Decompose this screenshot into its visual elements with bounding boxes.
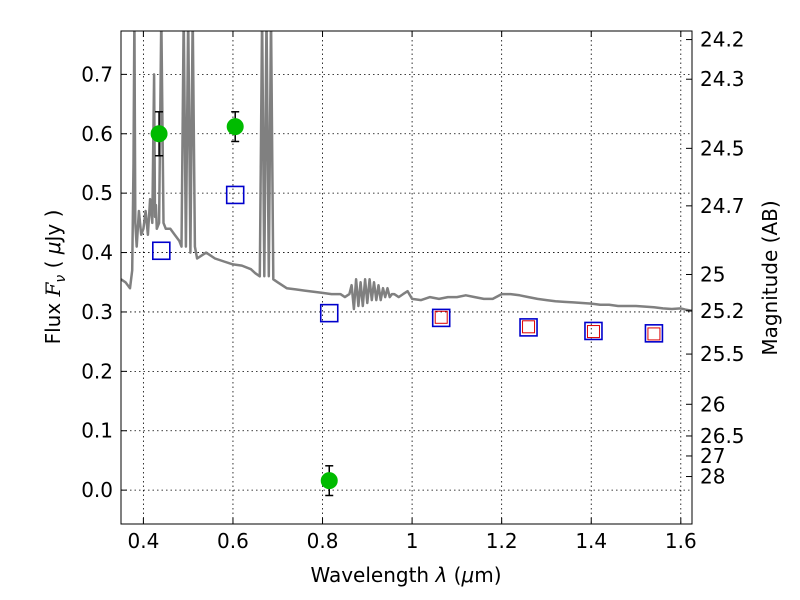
y-tick-label: 0.5 (81, 181, 113, 205)
y2-tick-label: 26 (700, 392, 725, 416)
spectrum-line (121, 31, 692, 313)
x-tick-label: 0.8 (307, 529, 339, 553)
x-tick-label: 1.2 (486, 529, 518, 553)
ticks: 0.4 0.6 0.8 1 1.2 1.4 1.6 0.0 0.1 0.2 0.3 0.4 0.5 0.6… (81, 28, 744, 553)
y-tick-label: 0.7 (81, 62, 113, 86)
model-square (584, 321, 603, 341)
y-tick-label: 0.4 (81, 241, 113, 265)
model-square (644, 324, 664, 343)
y2-tick-label: 25.5 (700, 342, 745, 366)
model-square-small (586, 325, 600, 339)
y2-tick-label: 24.5 (700, 136, 745, 160)
model-square (431, 308, 451, 328)
model-square (519, 318, 538, 337)
series-1 (150, 111, 338, 497)
x-axis-label: Wavelength λ (μm) (310, 563, 501, 587)
model-square-small (434, 310, 448, 324)
y2-tick-label: 26.5 (700, 424, 745, 448)
y2-tick-label: 27 (700, 444, 725, 468)
y-tick-label: 0.6 (81, 122, 113, 146)
y-tick-label: 0.0 (81, 478, 113, 502)
series-2 (152, 185, 664, 343)
x-tick-label: 1 (406, 529, 419, 553)
right-axis-label: Magnitude (AB) (758, 200, 782, 355)
y2-tick-label: 25 (700, 262, 725, 286)
grid (121, 31, 692, 524)
y-tick-label: 0.2 (81, 359, 113, 383)
observed-point (320, 472, 338, 490)
model-square (152, 241, 171, 261)
series-0 (121, 31, 692, 313)
y-axis-label: Flux Fν ( μJy ) (41, 210, 69, 345)
plot-frame (120, 30, 693, 525)
y-tick-label: 0.3 (81, 300, 113, 324)
model-square-small (647, 327, 661, 341)
y2-tick-label: 24.7 (700, 194, 745, 218)
y2-tick-label: 28 (700, 465, 725, 489)
observed-point (150, 125, 168, 143)
y-tick-label: 0.1 (81, 419, 113, 443)
observed-point (226, 118, 244, 136)
series-3 (434, 310, 661, 341)
model-square (225, 185, 245, 205)
series-layer (121, 31, 692, 497)
y2-tick-label: 24.2 (700, 28, 745, 52)
x-tick-label: 1.4 (575, 529, 607, 553)
y2-tick-label: 25.2 (700, 299, 745, 323)
model-square (319, 303, 339, 323)
x-tick-label: 1.6 (665, 529, 697, 553)
x-tick-label: 0.6 (217, 529, 249, 553)
y2-tick-label: 24.3 (700, 67, 745, 91)
x-tick-label: 0.4 (127, 529, 159, 553)
model-square-small (522, 320, 536, 334)
